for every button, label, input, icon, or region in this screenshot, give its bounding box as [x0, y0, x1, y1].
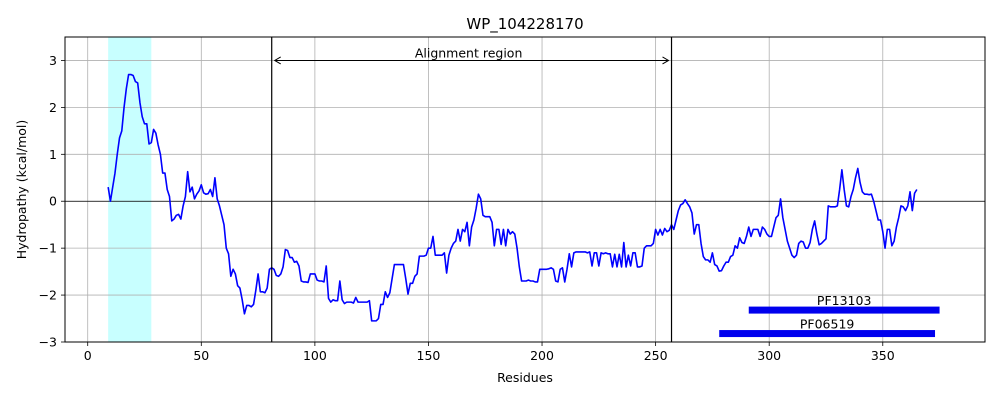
alignment-region-label: Alignment region	[415, 45, 523, 60]
y-axis-label: Hydropathy (kcal/mol)	[14, 120, 29, 260]
x-tick-label: 100	[303, 348, 327, 363]
x-tick-label: 150	[417, 348, 441, 363]
plot-frame	[64, 36, 986, 343]
x-tick-label: 350	[871, 348, 895, 363]
y-tick-label: 3	[49, 53, 57, 68]
annotation-layer: Alignment region PF13103 PF06519	[271, 37, 940, 342]
y-tick-label: 0	[49, 194, 57, 209]
y-tick-label: −3	[39, 335, 57, 350]
y-tick-label: −1	[39, 241, 57, 256]
y-tick-label: 1	[49, 147, 57, 162]
alignment-arrow-left-head	[273, 56, 281, 65]
domain-label-pf06519: PF06519	[800, 317, 855, 332]
background-layer	[108, 37, 152, 342]
alignment-arrow-right-head	[662, 56, 670, 65]
x-tick-label: 200	[530, 348, 554, 363]
x-tick-label: 250	[644, 348, 668, 363]
y-tick-label: −2	[39, 288, 57, 303]
x-tick-label: 300	[757, 348, 781, 363]
ticks-layer: 0 50 100 150 200 250 300 350 −3 −2 −1 0 1 2 3	[39, 53, 895, 363]
x-tick-label: 0	[84, 348, 92, 363]
highlight-span	[108, 37, 152, 342]
x-tick-label: 50	[193, 348, 209, 363]
domain-label-pf13103: PF13103	[817, 293, 872, 308]
domain-bar-pf13103	[748, 306, 940, 314]
x-axis-label: Residues	[497, 370, 553, 385]
chart-title: WP_104228170	[466, 15, 583, 34]
marks-layer	[107, 73, 918, 322]
domain-bar-pf06519	[719, 330, 936, 338]
hydropathy-line	[107, 73, 918, 322]
y-tick-label: 2	[49, 100, 57, 115]
